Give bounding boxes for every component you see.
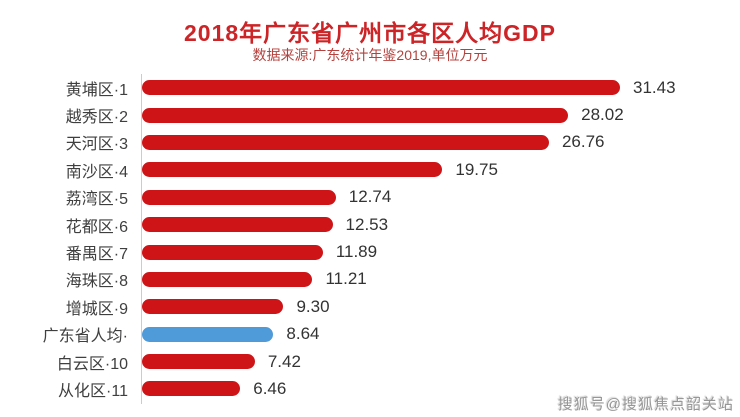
chart-row: 天河区·3 26.76 [0, 129, 740, 156]
bar [142, 107, 569, 123]
chart-row: 广东省人均· 8.64 [0, 321, 740, 348]
value-label: 11.21 [325, 269, 367, 289]
bar [142, 244, 323, 260]
category-label: 越秀区·2 [65, 109, 128, 127]
chart-row: 增城区·9 9.30 [0, 293, 740, 320]
category-label: 黄埔区·1 [65, 81, 128, 99]
value-label: 6.46 [253, 378, 287, 398]
chart-row: 从化区·11 6.46 [0, 375, 740, 402]
value-label: 19.75 [455, 159, 498, 179]
value-label: 12.74 [348, 187, 392, 207]
chart-subtitle: 数据来源:广东统计年鉴2019,单位万元 [252, 47, 488, 63]
bar [142, 354, 255, 370]
bar-highlight [142, 326, 274, 342]
category-label: 南沙区·4 [65, 163, 128, 181]
axis-line [141, 74, 142, 404]
bar [142, 299, 284, 315]
chart-title: 2018年广东省广州市各区人均GDP [183, 20, 556, 46]
chart-row: 越秀区·2 28.02 [0, 101, 740, 128]
value-label: 11.89 [335, 242, 378, 262]
bar [142, 189, 336, 205]
value-label: 7.42 [267, 351, 301, 371]
bar-chart: 黄埔区·1 31.43 越秀区·2 28.02 天河区·3 26.76 南沙区·4 19.75… [0, 74, 740, 403]
value-label: 8.64 [286, 324, 320, 344]
bar [142, 134, 549, 150]
value-label: 28.02 [581, 105, 624, 125]
bar [142, 162, 443, 178]
category-label: 荔湾区·5 [65, 191, 128, 209]
category-label: 白云区·10 [56, 355, 128, 373]
category-label: 番禺区·7 [65, 246, 128, 264]
value-label: 26.76 [561, 132, 605, 152]
category-label: 天河区·3 [65, 136, 128, 154]
value-label: 9.30 [296, 296, 330, 316]
chart-row: 黄埔区·1 31.43 [0, 74, 740, 101]
value-label: 12.53 [345, 214, 389, 234]
chart-row: 白云区·10 7.42 [0, 348, 740, 375]
category-label: 海珠区·8 [65, 273, 128, 291]
bar [142, 381, 241, 397]
chart-row: 荔湾区·5 12.74 [0, 184, 740, 211]
category-label: 增城区·9 [65, 300, 128, 318]
bar [142, 80, 620, 96]
category-label: 花都区·6 [65, 218, 128, 236]
watermark: 搜狐号@搜狐焦点韶关站 [557, 396, 734, 413]
chart-row: 南沙区·4 19.75 [0, 156, 740, 183]
category-label: 广东省人均· [42, 328, 128, 346]
category-label: 从化区·11 [58, 382, 128, 400]
chart-row: 番禺区·7 11.89 [0, 238, 740, 265]
chart-row: 花都区·6 12.53 [0, 211, 740, 238]
bar [142, 217, 333, 233]
chart-row: 海珠区·8 11.21 [0, 266, 740, 293]
value-label: 31.43 [633, 77, 676, 97]
bar [142, 271, 313, 287]
